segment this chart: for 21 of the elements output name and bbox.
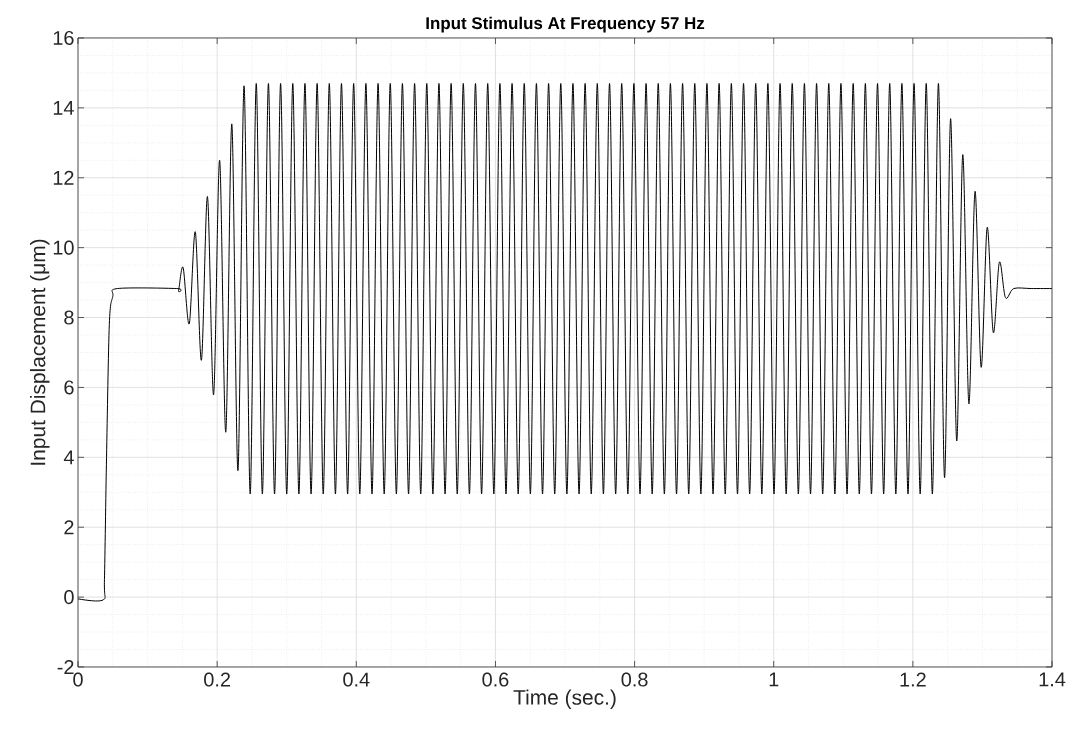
- x-tick-label: 0.8: [621, 672, 648, 687]
- y-tick-label: 12: [53, 170, 74, 185]
- y-tick-label: 6: [64, 380, 74, 395]
- y-tick-label: 14: [53, 101, 74, 115]
- y-tick-label: 0: [64, 590, 74, 605]
- y-axis-title: Input Displacement (μm): [29, 239, 50, 465]
- y-tick-label: 4: [63, 450, 74, 465]
- x-tick-label: 0.2: [204, 672, 230, 687]
- line-series: [78, 82, 1053, 601]
- y-tick-label: 8: [64, 310, 74, 325]
- y-tick-label: -2: [57, 660, 74, 674]
- y-tick-label: 16: [53, 30, 74, 46]
- y-tick-label: 10: [53, 240, 74, 255]
- x-tick-label: 1.2: [900, 672, 926, 687]
- y-tick-label: 2: [64, 520, 74, 535]
- x-tick-label: 0.6: [482, 672, 509, 687]
- x-tick-label: 0.4: [343, 672, 370, 687]
- chart-title: Input Stimulus At Frequency 57 Hz: [426, 16, 705, 33]
- x-tick-label: 1.4: [1039, 672, 1066, 687]
- x-axis-title: Time (sec.): [513, 689, 616, 709]
- x-tick-label: 1: [769, 672, 779, 687]
